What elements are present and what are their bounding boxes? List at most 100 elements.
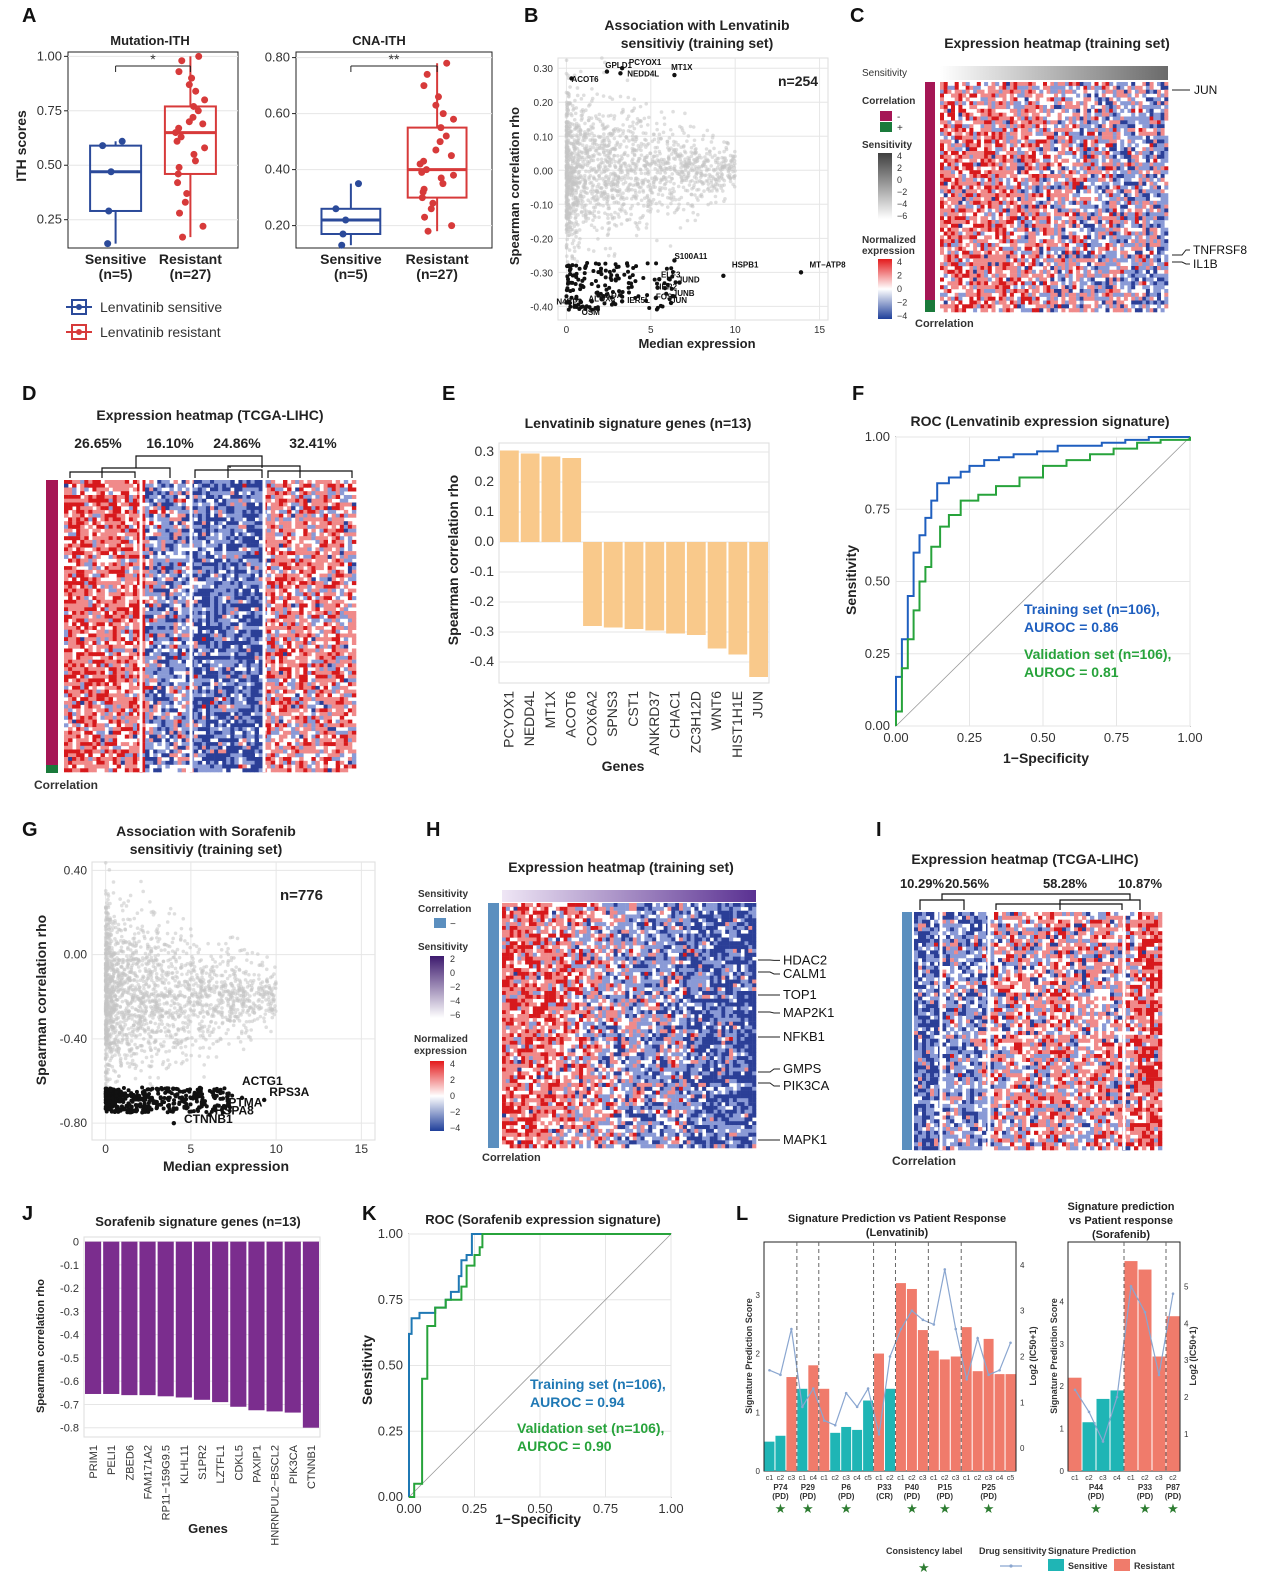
heatmap-cell [1105,139,1110,144]
heatmap-cell [958,193,963,198]
background-point [578,198,583,203]
background-point [638,216,643,220]
heatmap-cell [1061,239,1066,244]
signature-point [634,264,639,269]
heatmap-cell [1039,181,1044,186]
heatmap-cell [1090,105,1095,110]
heatmap-cell [1090,181,1095,186]
heatmap-cell [1076,269,1081,274]
heatmap-cell [980,124,985,129]
heatmap-cell [951,281,955,286]
heatmap-cell [1009,151,1014,156]
heatmap-cell [1149,216,1154,221]
heatmap-cell [1076,250,1081,255]
heatmap-cell [1079,212,1084,217]
background-point [629,176,633,181]
heatmap-cell [984,128,989,133]
heatmap-cell [1120,266,1125,271]
heatmap-cell [1145,304,1150,309]
highlighted-gene-point [672,72,677,78]
heatmap-cell [64,543,69,548]
heatmap-cell [1017,296,1022,301]
heatmap-cell [1127,131,1132,136]
heatmap-cell [1061,258,1066,263]
heatmap-cell [1083,139,1088,144]
heatmap-cell [1061,200,1066,205]
heatmap-cell [1134,243,1139,248]
heatmap-cell [1028,292,1033,297]
heatmap-cell [962,197,967,202]
background-point [601,204,605,208]
heatmap-cell [958,258,963,263]
heatmap-cell [1017,220,1022,225]
heatmap-cell [1028,254,1033,259]
heatmap-cell [1043,116,1047,121]
heatmap-cell [976,143,981,148]
background-point [705,128,710,133]
heatmap-cell [984,93,989,98]
heatmap-cell [954,185,959,190]
heatmap-cell [1083,204,1088,209]
heatmap-cell [1164,277,1169,282]
heatmap-cell [1127,170,1132,175]
heatmap-cell [984,227,989,232]
heatmap-cell [1076,185,1081,190]
heatmap-cell [1145,254,1150,259]
heatmap-cell [1131,97,1136,102]
background-point [587,177,591,181]
heatmap-cell [976,85,981,90]
background-point [588,200,593,205]
heatmap-cell [1090,135,1095,140]
heatmap-cell [1006,166,1011,171]
heatmap-cell [1061,174,1066,179]
heatmap-cell [1050,108,1055,113]
heatmap-cell [1098,193,1103,198]
background-point [645,168,650,172]
heatmap-cell [1024,151,1029,156]
heatmap-cell [1134,143,1139,148]
heatmap-cell [940,170,944,175]
heatmap-cell [976,223,981,228]
heatmap-cell [1031,174,1036,179]
heatmap-cell [1123,193,1128,198]
heatmap-cell [995,250,1000,255]
signature-point [591,269,596,274]
heatmap-cell [1145,177,1150,182]
heatmap-cell [1009,170,1014,175]
heatmap-cell [1160,154,1165,159]
heatmap-cell [954,93,959,98]
heatmap-cell [1116,296,1121,301]
heatmap-cell [1039,193,1044,198]
heatmap-cell [1116,292,1121,297]
heatmap-cell [947,85,952,90]
heatmap-cell [984,220,989,225]
heatmap-cell [1134,166,1139,171]
heatmap-cell [991,139,996,144]
heatmap-cell [973,189,978,194]
heatmap-cell [1057,269,1062,274]
heatmap-cell [1013,200,1018,205]
heatmap-cell [1101,185,1106,190]
heatmap-cell [1138,120,1143,125]
heatmap-cell [973,135,978,140]
heatmap-cell [1145,243,1150,248]
heatmap-cell [1123,174,1128,179]
heatmap-cell [64,483,69,488]
background-point [634,196,638,201]
heatmap-cell [1046,269,1051,274]
heatmap-cell [1153,185,1158,190]
signature-point [582,276,587,281]
heatmap-cell [1112,216,1117,221]
heatmap-cell [1028,262,1033,267]
heatmap-cell [1101,147,1106,152]
heatmap-cell [980,116,985,121]
heatmap-cell [1116,227,1121,232]
heatmap-cell [1039,170,1044,175]
heatmap-cell [954,82,959,87]
background-point [645,160,649,165]
heatmap-cell [984,147,989,152]
background-point [710,155,715,159]
background-point [564,90,569,95]
background-point [651,197,656,202]
heatmap-cell [1105,308,1110,313]
